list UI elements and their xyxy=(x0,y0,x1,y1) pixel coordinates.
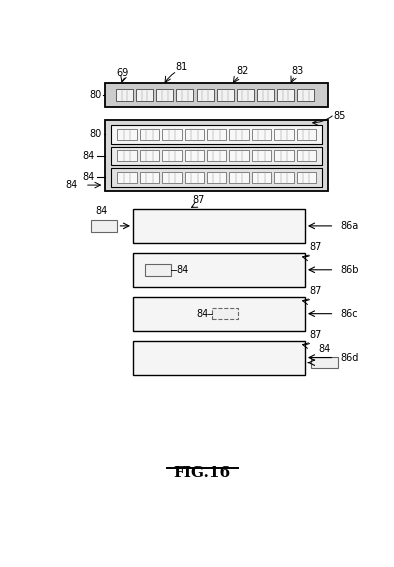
Text: 84: 84 xyxy=(176,265,188,275)
Text: 86d: 86d xyxy=(341,353,359,362)
Bar xyxy=(277,89,294,101)
Bar xyxy=(117,129,137,139)
Text: 69: 69 xyxy=(116,67,128,78)
Bar xyxy=(252,172,271,183)
Bar xyxy=(207,129,227,139)
Bar xyxy=(116,89,133,101)
Text: 84: 84 xyxy=(318,344,331,354)
Bar xyxy=(133,341,305,374)
Bar xyxy=(185,150,204,161)
Text: 84: 84 xyxy=(95,206,107,216)
Text: 84: 84 xyxy=(196,308,208,319)
Bar xyxy=(145,264,171,276)
Bar xyxy=(252,129,271,139)
Bar xyxy=(207,150,227,161)
Bar xyxy=(177,89,193,101)
Bar xyxy=(136,89,153,101)
Bar xyxy=(162,172,182,183)
Bar xyxy=(297,129,316,139)
Bar xyxy=(257,89,274,101)
Text: FIG.16: FIG.16 xyxy=(173,466,230,480)
Bar xyxy=(117,172,137,183)
Bar xyxy=(197,89,214,101)
Bar xyxy=(207,172,227,183)
Bar xyxy=(297,150,316,161)
Bar xyxy=(217,89,234,101)
Bar xyxy=(133,253,305,287)
Text: 82: 82 xyxy=(237,66,249,76)
Bar xyxy=(111,147,322,165)
Bar xyxy=(297,172,316,183)
Bar xyxy=(229,150,249,161)
Text: 84: 84 xyxy=(82,172,94,183)
Bar xyxy=(162,150,182,161)
Bar xyxy=(229,172,249,183)
Text: 87: 87 xyxy=(192,195,204,205)
Text: 84: 84 xyxy=(65,180,77,190)
Bar xyxy=(237,89,254,101)
Bar xyxy=(274,129,294,139)
Text: 80: 80 xyxy=(90,90,102,100)
Text: 87: 87 xyxy=(310,242,322,252)
Bar xyxy=(140,172,159,183)
Text: 83: 83 xyxy=(291,66,303,76)
Text: 87: 87 xyxy=(310,329,322,340)
Text: 86b: 86b xyxy=(341,265,359,275)
Bar xyxy=(162,129,182,139)
Text: 86c: 86c xyxy=(341,308,358,319)
Text: 84: 84 xyxy=(82,151,94,161)
Bar xyxy=(111,125,322,143)
Bar xyxy=(133,209,305,243)
Bar xyxy=(185,129,204,139)
Bar xyxy=(185,172,204,183)
Bar xyxy=(274,150,294,161)
Text: 85: 85 xyxy=(333,111,345,121)
Bar xyxy=(105,120,328,191)
Bar xyxy=(274,172,294,183)
Bar xyxy=(140,129,159,139)
Text: 81: 81 xyxy=(175,62,187,71)
Bar xyxy=(140,150,159,161)
Bar xyxy=(117,150,137,161)
Bar xyxy=(252,150,271,161)
Text: 87: 87 xyxy=(310,286,322,295)
Bar xyxy=(311,357,338,369)
Text: 80: 80 xyxy=(90,129,102,139)
Bar xyxy=(91,220,117,232)
Text: 86a: 86a xyxy=(341,221,359,231)
Bar xyxy=(229,129,249,139)
Bar xyxy=(133,297,305,331)
Bar xyxy=(297,89,314,101)
Bar xyxy=(105,83,328,107)
Bar xyxy=(212,308,238,319)
Bar xyxy=(111,168,322,187)
Bar xyxy=(156,89,173,101)
